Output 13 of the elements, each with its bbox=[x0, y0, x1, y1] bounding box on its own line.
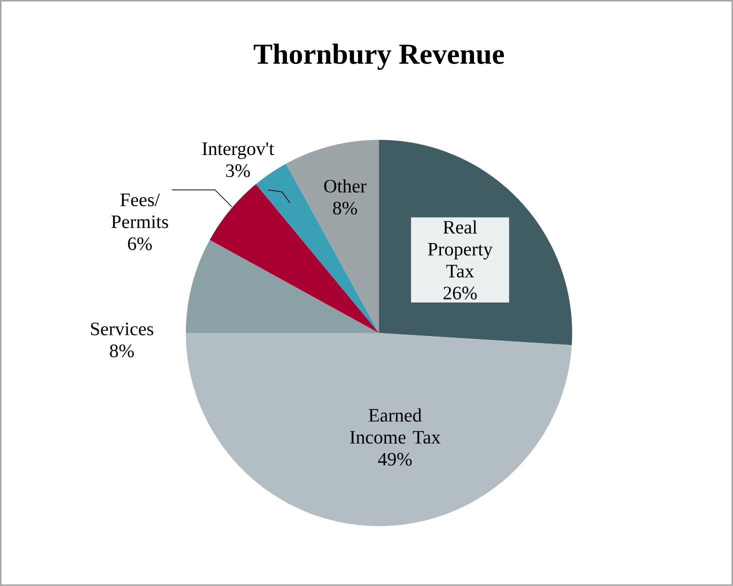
data-label: 26% bbox=[444, 286, 477, 300]
data-label: 49% bbox=[378, 452, 412, 466]
data-label: 3% bbox=[226, 164, 250, 178]
slice-label: Services bbox=[91, 322, 154, 336]
data-label: 8% bbox=[110, 344, 134, 358]
slice-label: Other bbox=[324, 179, 366, 193]
slice-label: Real Property Tax bbox=[428, 220, 493, 278]
chart-title: Thornbury Revenue bbox=[254, 44, 504, 70]
slice-label: Fees/ Permits bbox=[111, 194, 168, 228]
slice-label: Intergov't bbox=[202, 142, 274, 160]
data-label: 6% bbox=[128, 237, 152, 250]
data-label: 8% bbox=[333, 202, 357, 215]
slice-label: Earned Income Tax bbox=[350, 408, 440, 444]
